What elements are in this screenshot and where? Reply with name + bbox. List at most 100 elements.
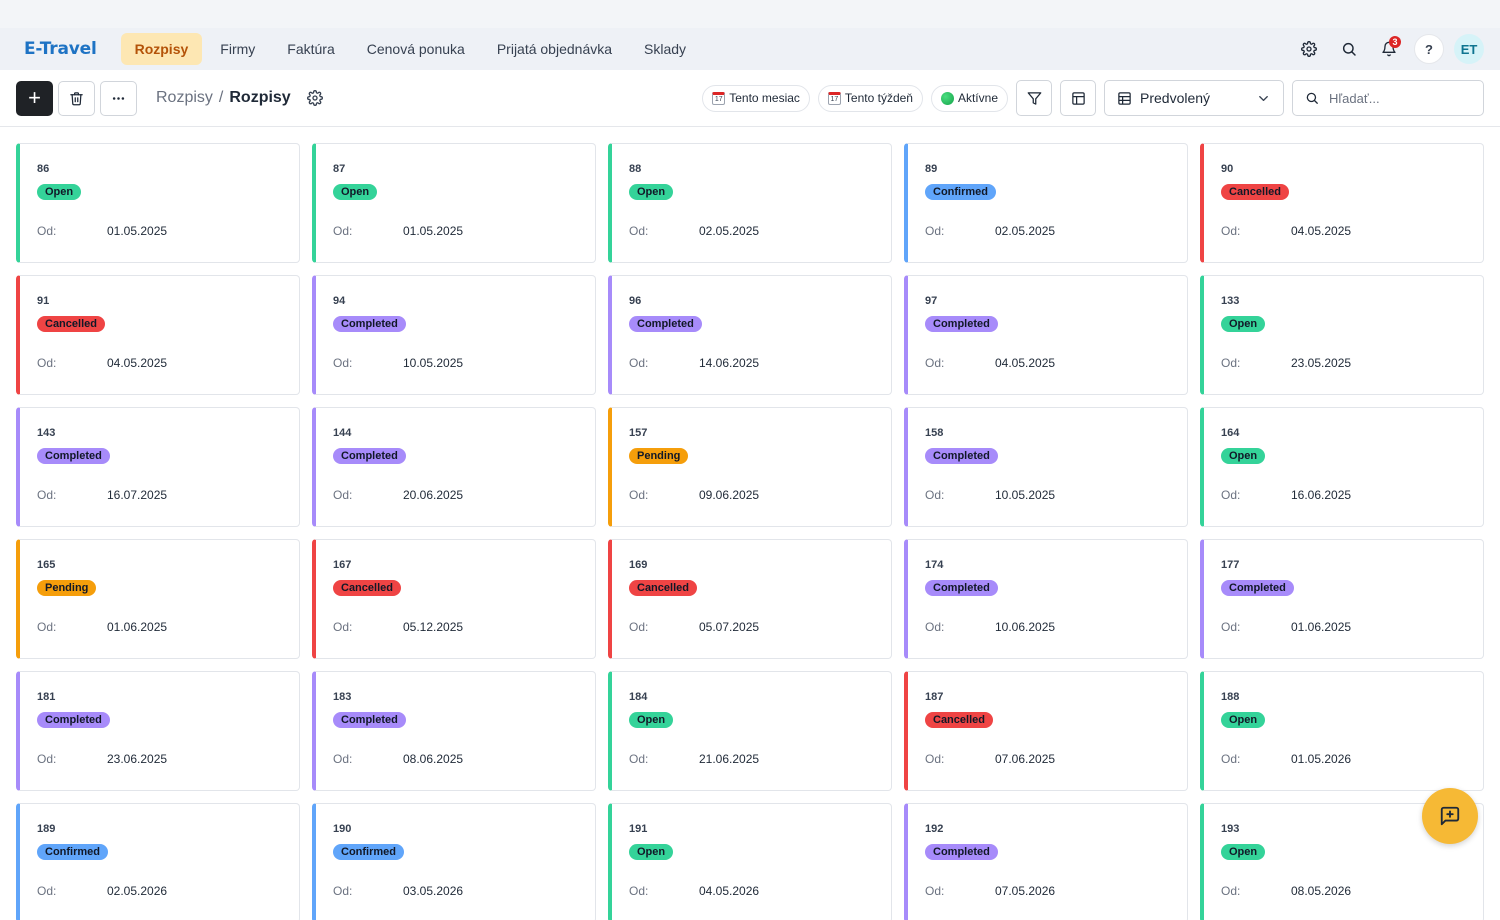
rozpis-card[interactable]: 183 Completed Od: 08.06.2025 [312,671,596,791]
rozpis-card[interactable]: 90 Cancelled Od: 04.05.2025 [1200,143,1484,263]
filter-button[interactable] [1016,80,1052,116]
status-badge: Completed [925,316,998,332]
add-button[interactable]: + [16,80,53,116]
rozpis-card[interactable]: 158 Completed Od: 10.05.2025 [904,407,1188,527]
rozpis-card[interactable]: 181 Completed Od: 23.06.2025 [16,671,300,791]
nav-item-firmy[interactable]: Firmy [220,41,256,57]
date-value: 21.06.2025 [699,752,760,766]
nav-item-prijata-objednavka[interactable]: Prijatá objednávka [496,41,613,57]
card-number: 184 [629,691,648,703]
date-label: Od: [37,752,57,766]
status-badge: Completed [37,448,110,464]
card-date-row: Od: 04.05.2025 [37,356,167,370]
layout-button[interactable] [1060,80,1096,116]
filter-chip-label: Aktívne [957,91,998,105]
rozpis-card[interactable]: 97 Completed Od: 04.05.2025 [904,275,1188,395]
rozpis-card[interactable]: 133 Open Od: 23.05.2025 [1200,275,1484,395]
nav-item-cenova-ponuka[interactable]: Cenová ponuka [366,41,465,57]
card-number: 189 [37,823,56,835]
trash-icon [70,91,83,105]
rozpis-card[interactable]: 191 Open Od: 04.05.2026 [608,803,892,920]
rozpis-card[interactable]: 91 Cancelled Od: 04.05.2025 [16,275,300,395]
rozpis-card[interactable]: 177 Completed Od: 01.06.2025 [1200,539,1484,659]
rozpis-card[interactable]: 94 Completed Od: 10.05.2025 [312,275,596,395]
date-label: Od: [629,224,649,238]
date-label: Od: [629,884,649,898]
date-value: 04.05.2025 [995,356,1056,370]
notifications-button[interactable]: 3 [1374,34,1404,64]
user-avatar[interactable]: ET [1454,34,1484,64]
rozpis-card[interactable]: 184 Open Od: 21.06.2025 [608,671,892,791]
status-badge: Open [629,844,674,860]
status-badge: Cancelled [925,712,993,728]
rozpis-card[interactable]: 89 Confirmed Od: 02.05.2025 [904,143,1188,263]
card-number: 144 [333,427,352,439]
status-badge: Completed [925,580,998,596]
settings-button[interactable] [1294,34,1324,64]
breadcrumb-parent[interactable]: Rozpisy [156,89,213,106]
top-strip [0,0,1500,28]
rozpis-card[interactable]: 157 Pending Od: 09.06.2025 [608,407,892,527]
more-actions-button[interactable] [100,80,137,116]
filter-chip-label: Tento mesiac [729,91,800,105]
status-badge: Open [1221,844,1266,860]
calendar-icon: 17 [827,91,841,105]
date-label: Od: [629,356,649,370]
rozpis-card[interactable]: 187 Cancelled Od: 07.06.2025 [904,671,1188,791]
status-badge: Confirmed [37,844,108,860]
date-value: 01.06.2025 [107,620,168,634]
rozpis-card[interactable]: 188 Open Od: 01.05.2026 [1200,671,1484,791]
brand-logo[interactable]: E-Travel [24,39,97,59]
rozpis-card[interactable]: 144 Completed Od: 20.06.2025 [312,407,596,527]
search-button[interactable] [1334,34,1364,64]
status-badge: Pending [629,448,689,464]
rozpis-card[interactable]: 169 Cancelled Od: 05.07.2025 [608,539,892,659]
rozpis-card[interactable]: 174 Completed Od: 10.06.2025 [904,539,1188,659]
view-select[interactable]: Predvolený [1104,80,1284,116]
nav-item-rozpisy[interactable]: Rozpisy [120,33,203,65]
gear-icon[interactable] [306,90,323,106]
nav-item-faktura[interactable]: Faktúra [287,41,335,57]
date-value: 05.12.2025 [403,620,464,634]
rozpis-card[interactable]: 143 Completed Od: 16.07.2025 [16,407,300,527]
card-number: 193 [1221,823,1240,835]
filter-icon [1027,91,1041,105]
rozpis-card[interactable]: 189 Confirmed Od: 02.05.2026 [16,803,300,920]
card-number: 174 [925,559,944,571]
date-value: 23.06.2025 [107,752,168,766]
breadcrumb: Rozpisy / Rozpisy [156,89,323,107]
card-date-row: Od: 10.05.2025 [333,356,463,370]
date-label: Od: [925,488,945,502]
filter-chip-active[interactable]: Aktívne [930,84,1008,112]
filter-chip-this-month[interactable]: 17 Tento mesiac [702,84,810,112]
rozpis-card[interactable]: 165 Pending Od: 01.06.2025 [16,539,300,659]
green-dot-icon [940,91,954,105]
delete-button[interactable] [58,80,95,116]
chat-button[interactable] [1422,788,1478,844]
date-label: Od: [925,620,945,634]
card-date-row: Od: 01.05.2026 [1221,752,1351,766]
rozpis-card[interactable]: 88 Open Od: 02.05.2025 [608,143,892,263]
card-date-row: Od: 03.05.2026 [333,884,463,898]
rozpis-card[interactable]: 190 Confirmed Od: 03.05.2026 [312,803,596,920]
date-value: 02.05.2026 [107,884,168,898]
card-date-row: Od: 23.05.2025 [1221,356,1351,370]
date-label: Od: [333,884,353,898]
search-input[interactable] [1329,90,1469,106]
rozpis-card[interactable]: 192 Completed Od: 07.05.2026 [904,803,1188,920]
rozpis-card[interactable]: 96 Completed Od: 14.06.2025 [608,275,892,395]
status-badge: Pending [37,580,97,596]
card-number: 164 [1221,427,1240,439]
status-badge: Completed [629,316,702,332]
status-badge: Open [629,712,674,728]
rozpis-card[interactable]: 87 Open Od: 01.05.2025 [312,143,596,263]
filter-chip-this-week[interactable]: 17 Tento týždeň [817,84,923,112]
nav-item-sklady[interactable]: Sklady [644,41,687,57]
chat-plus-icon [1440,806,1460,826]
rozpis-card[interactable]: 167 Cancelled Od: 05.12.2025 [312,539,596,659]
rozpis-card[interactable]: 86 Open Od: 01.05.2025 [16,143,300,263]
status-badge: Completed [333,712,406,728]
rozpis-card[interactable]: 164 Open Od: 16.06.2025 [1200,407,1484,527]
date-label: Od: [333,752,353,766]
help-button[interactable]: ? [1414,34,1444,64]
